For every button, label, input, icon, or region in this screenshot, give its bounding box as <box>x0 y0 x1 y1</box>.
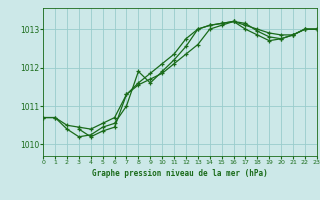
X-axis label: Graphe pression niveau de la mer (hPa): Graphe pression niveau de la mer (hPa) <box>92 169 268 178</box>
